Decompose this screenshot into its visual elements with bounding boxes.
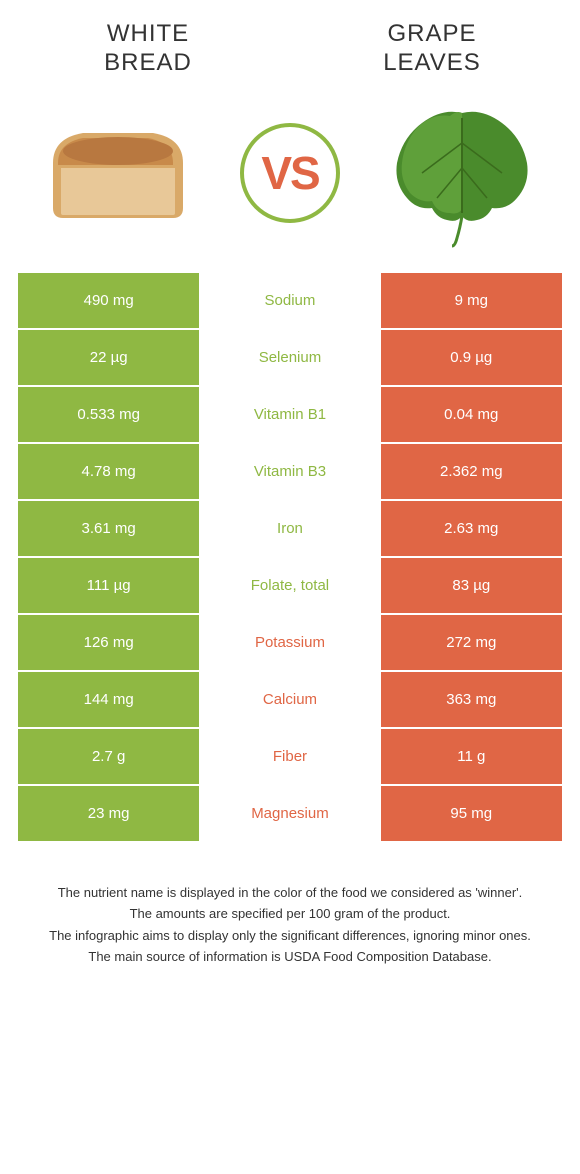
cell-nutrient-name: Vitamin B1	[199, 387, 380, 442]
cell-right-value: 272 mg	[381, 615, 562, 670]
cell-right-value: 95 mg	[381, 786, 562, 841]
cell-left-value: 144 mg	[18, 672, 199, 727]
cell-nutrient-name: Selenium	[199, 330, 380, 385]
footer-line: The nutrient name is displayed in the co…	[38, 883, 542, 903]
grape-leaf-icon	[372, 103, 552, 243]
cell-right-value: 83 µg	[381, 558, 562, 613]
vs-badge: VS	[240, 123, 340, 223]
cell-nutrient-name: Sodium	[199, 273, 380, 328]
cell-right-value: 2.63 mg	[381, 501, 562, 556]
cell-nutrient-name: Vitamin B3	[199, 444, 380, 499]
cell-left-value: 126 mg	[18, 615, 199, 670]
nutrient-table: 490 mgSodium9 mg22 µgSelenium0.9 µg0.533…	[18, 273, 562, 843]
cell-right-value: 0.9 µg	[381, 330, 562, 385]
cell-left-value: 111 µg	[18, 558, 199, 613]
cell-left-value: 490 mg	[18, 273, 199, 328]
cell-left-value: 22 µg	[18, 330, 199, 385]
table-row: 22 µgSelenium0.9 µg	[18, 330, 562, 387]
table-row: 126 mgPotassium272 mg	[18, 615, 562, 672]
cell-right-value: 2.362 mg	[381, 444, 562, 499]
vs-label: VS	[261, 146, 318, 200]
cell-nutrient-name: Iron	[199, 501, 380, 556]
cell-nutrient-name: Calcium	[199, 672, 380, 727]
footer-line: The infographic aims to display only the…	[38, 926, 542, 946]
table-row: 111 µgFolate, total83 µg	[18, 558, 562, 615]
table-row: 3.61 mgIron2.63 mg	[18, 501, 562, 558]
cell-right-value: 9 mg	[381, 273, 562, 328]
cell-right-value: 0.04 mg	[381, 387, 562, 442]
cell-right-value: 11 g	[381, 729, 562, 784]
cell-left-value: 23 mg	[18, 786, 199, 841]
cell-nutrient-name: Folate, total	[199, 558, 380, 613]
cell-right-value: 363 mg	[381, 672, 562, 727]
title-left: WHITE BREAD	[48, 20, 248, 78]
cell-left-value: 3.61 mg	[18, 501, 199, 556]
table-row: 2.7 gFiber11 g	[18, 729, 562, 786]
title-right: GRAPE LEAVES	[332, 20, 532, 78]
cell-nutrient-name: Potassium	[199, 615, 380, 670]
cell-nutrient-name: Fiber	[199, 729, 380, 784]
cell-left-value: 0.533 mg	[18, 387, 199, 442]
footer-notes: The nutrient name is displayed in the co…	[18, 883, 562, 967]
infographic-container: WHITE BREAD GRAPE LEAVES VS	[0, 0, 580, 989]
table-row: 0.533 mgVitamin B10.04 mg	[18, 387, 562, 444]
table-row: 23 mgMagnesium95 mg	[18, 786, 562, 843]
footer-line: The amounts are specified per 100 gram o…	[38, 904, 542, 924]
titles-row: WHITE BREAD GRAPE LEAVES	[18, 20, 562, 78]
bread-icon	[28, 103, 208, 243]
cell-left-value: 2.7 g	[18, 729, 199, 784]
table-row: 490 mgSodium9 mg	[18, 273, 562, 330]
cell-nutrient-name: Magnesium	[199, 786, 380, 841]
images-row: VS	[18, 103, 562, 243]
footer-line: The main source of information is USDA F…	[38, 947, 542, 967]
table-row: 144 mgCalcium363 mg	[18, 672, 562, 729]
cell-left-value: 4.78 mg	[18, 444, 199, 499]
table-row: 4.78 mgVitamin B32.362 mg	[18, 444, 562, 501]
